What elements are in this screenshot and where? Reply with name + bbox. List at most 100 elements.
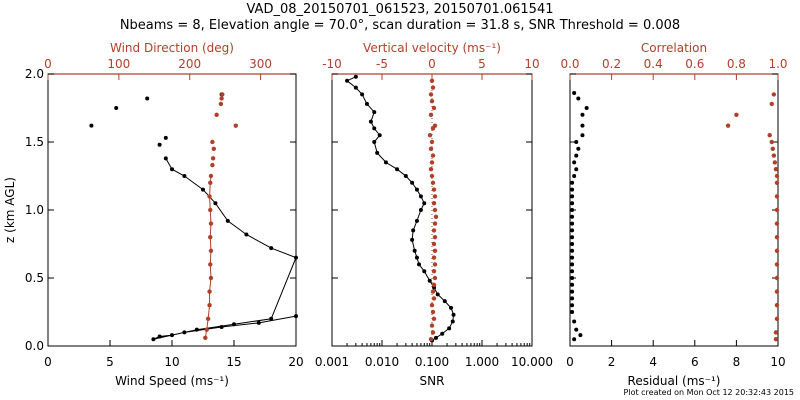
panel3-series1-point bbox=[570, 228, 575, 233]
panel2-series1-point bbox=[412, 248, 417, 253]
panel3-series1-point bbox=[580, 133, 585, 138]
panel2-series2-point bbox=[431, 105, 437, 111]
panel1-series4-point bbox=[211, 146, 217, 151]
panel1-y-axis-label: z (km AGL) bbox=[3, 177, 17, 243]
panel1-series1-point bbox=[294, 255, 298, 260]
panel1-series2-point bbox=[157, 142, 162, 147]
panel3-series2-point bbox=[774, 180, 780, 185]
panel1-top-tick-label: 100 bbox=[107, 57, 130, 71]
panel3-series2-point bbox=[767, 133, 772, 138]
panel2-series2-point bbox=[429, 173, 435, 179]
panel3-series1-point bbox=[570, 282, 575, 287]
panel2-series1-point bbox=[411, 228, 416, 233]
panel1-series2-point bbox=[114, 106, 119, 110]
panel2-top-tick-label: 10 bbox=[524, 57, 539, 71]
panel1-bottom-axis-label: Wind Speed (ms⁻¹) bbox=[115, 374, 229, 388]
panel3-series2-point bbox=[772, 160, 778, 165]
panel1-series3-point bbox=[207, 303, 212, 308]
panel3-series1-point bbox=[584, 106, 589, 110]
panel2-top-tick-label: -5 bbox=[376, 57, 388, 71]
panel1-series4-point bbox=[210, 156, 216, 161]
panel1-series3-point bbox=[208, 221, 214, 226]
panel1-series4-point bbox=[220, 92, 225, 97]
panel1-series2-point bbox=[145, 96, 150, 101]
panel2-series2-point bbox=[429, 160, 435, 165]
panel2-series2-point bbox=[430, 85, 436, 90]
panel2-series2-point bbox=[428, 337, 434, 342]
panel1-series2-point bbox=[89, 123, 94, 128]
panel3-bottom-tick-label: 0 bbox=[566, 355, 574, 369]
panel1-series4-point bbox=[214, 112, 219, 118]
panel3-series1-point bbox=[574, 140, 579, 144]
panel2-series1-point bbox=[414, 187, 419, 192]
panel3-series2-point bbox=[774, 262, 780, 267]
panel2-series1-point bbox=[410, 180, 415, 185]
panel3-series1-point bbox=[570, 248, 575, 253]
panel1-top-tick-label: 0 bbox=[44, 57, 52, 71]
panel2-series2-point bbox=[430, 330, 436, 335]
panel2-series2-point bbox=[432, 123, 438, 128]
panel3-series1-point bbox=[576, 96, 581, 101]
panel2-series1-point bbox=[414, 218, 419, 223]
panel1-series1-point bbox=[151, 337, 156, 342]
panel2-series2-point bbox=[430, 309, 436, 315]
panel1-series3-point bbox=[208, 207, 213, 213]
panel3-series1-point bbox=[570, 262, 575, 267]
panel2-series2-point bbox=[432, 275, 438, 281]
panel3-series1-point bbox=[578, 333, 583, 338]
panel3-series2-point bbox=[774, 316, 780, 321]
panel2-series1-point bbox=[353, 85, 358, 90]
panel3-bottom-tick-label: 10 bbox=[770, 355, 785, 369]
panel3-series1-point bbox=[570, 180, 575, 185]
panel1-series3-point bbox=[208, 180, 213, 185]
panel2-series1-point bbox=[372, 140, 377, 144]
panel2-series2-point bbox=[429, 99, 435, 104]
panel1-series4-point bbox=[210, 139, 215, 145]
panel3-series1-point bbox=[576, 146, 581, 151]
panel3-series1-point bbox=[570, 194, 575, 199]
panel3-series2-point bbox=[774, 207, 780, 213]
panel2-top-axis-label: Vertical velocity (ms⁻¹) bbox=[363, 41, 501, 55]
panel2-series2-point bbox=[430, 153, 436, 158]
panel1-top-tick-label: 200 bbox=[178, 57, 201, 71]
panel3-series2-point bbox=[774, 275, 780, 281]
panel1-series1-point bbox=[182, 174, 187, 178]
panel3-bottom-axis-label: Residual (ms⁻¹) bbox=[628, 374, 721, 388]
panel1-bottom-tick-label: 20 bbox=[288, 355, 303, 369]
panel3-series1-point bbox=[570, 310, 575, 314]
panel2-series1-point bbox=[383, 160, 388, 165]
panel3-series2-point bbox=[770, 146, 775, 151]
panel1-y-tick-label: 2.0 bbox=[25, 67, 44, 81]
panel2-series2-point bbox=[431, 316, 437, 321]
panel3-series1-point bbox=[570, 242, 575, 246]
panel1-series3-point bbox=[207, 194, 212, 199]
panel2-bottom-tick-label: 0.001 bbox=[315, 355, 349, 369]
chart-title: VAD_08_20150701_061523, 20150701.061541 bbox=[246, 2, 554, 17]
panel3-top-axis-label: Correlation bbox=[641, 41, 707, 55]
panel3-series1-point bbox=[572, 160, 577, 165]
panel3-series2-point bbox=[774, 221, 780, 226]
panel2-series1-point bbox=[372, 126, 377, 131]
panel2-series2-point bbox=[432, 262, 438, 267]
panel1-top-tick-label: 300 bbox=[249, 57, 272, 71]
panel1-series1-point bbox=[225, 218, 230, 223]
panel2-series1-point bbox=[418, 194, 423, 199]
panel3-top-tick-label: 0.2 bbox=[602, 57, 621, 71]
panel3-top-tick-label: 1.0 bbox=[768, 57, 787, 71]
panel2-series1-point bbox=[353, 74, 358, 79]
panel2-series2-point bbox=[431, 241, 437, 247]
panel3-bottom-tick-label: 2 bbox=[608, 355, 616, 369]
panel2-series2-point bbox=[431, 187, 437, 192]
panel2-series1-point bbox=[427, 278, 432, 283]
panel2-series2-point bbox=[430, 180, 436, 185]
panel1-series1-point bbox=[194, 327, 199, 332]
panel3-series2-point bbox=[734, 112, 739, 118]
panel2-bottom-axis-label: SNR bbox=[420, 374, 445, 388]
panel3-series1-point bbox=[570, 296, 575, 301]
panel3-top-tick-label: 0.8 bbox=[727, 57, 746, 71]
panel2-series1-line bbox=[346, 76, 455, 341]
panel2-series2-point bbox=[433, 214, 439, 219]
panel3-series1-point bbox=[570, 235, 575, 240]
panel3-series1-point bbox=[572, 337, 577, 342]
panel3-series2-point bbox=[774, 289, 780, 294]
